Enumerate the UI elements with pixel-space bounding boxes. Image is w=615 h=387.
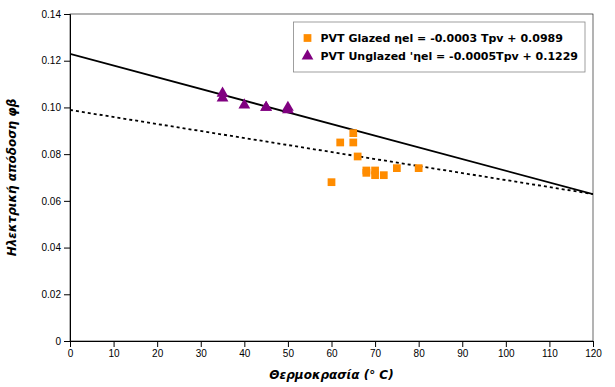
tick-label: 20	[152, 348, 164, 359]
chart: 0 10 20 30 40 50 60 70 80 90 100 110 120 0 0.02 0.04 0.0…	[0, 0, 615, 387]
tick-mark	[64, 248, 70, 249]
point	[260, 101, 272, 111]
tick: 110	[542, 341, 558, 359]
axis-line	[71, 342, 594, 348]
plot-frame	[70, 14, 593, 341]
tick-label: 70	[370, 348, 382, 359]
point	[415, 164, 423, 172]
legend-marker	[302, 49, 314, 59]
tick: 20	[152, 341, 164, 359]
point	[354, 153, 362, 161]
trend-line	[70, 110, 593, 194]
tick-label: 0	[55, 336, 61, 347]
legend-marker	[304, 34, 312, 42]
plot: 0 10 20 30 40 50 60 70 80 90 100 110 120 0 0.02 0.04 0.0…	[42, 9, 603, 359]
tick-mark	[64, 14, 70, 15]
marks	[70, 54, 593, 194]
point	[349, 139, 357, 147]
tick: 100	[498, 341, 515, 359]
tick-label: 100	[498, 348, 515, 359]
tick-label: 0.04	[42, 242, 62, 253]
tick-label: 30	[196, 348, 208, 359]
point	[371, 167, 379, 175]
tick-mark	[64, 294, 70, 295]
point	[393, 164, 401, 172]
tick-mark	[462, 341, 463, 347]
point	[349, 129, 357, 137]
trend-line	[70, 54, 593, 194]
tick: 0.10	[42, 102, 70, 113]
tick: 0.02	[42, 289, 70, 300]
tick-mark	[64, 107, 70, 108]
tick: 60	[326, 341, 338, 359]
point	[362, 169, 370, 177]
tick: 70	[370, 341, 382, 359]
tick-mark	[64, 201, 70, 202]
tick-label: 60	[326, 348, 338, 359]
axis-line	[64, 15, 71, 342]
tick: 0	[68, 341, 74, 359]
point	[336, 139, 344, 147]
tick: 80	[414, 341, 426, 359]
tick-label: 110	[542, 348, 558, 359]
tick: 0.12	[42, 55, 70, 66]
tick-mark	[375, 341, 376, 347]
tick-label: 0.10	[42, 102, 62, 113]
tick-label: 0	[68, 348, 74, 359]
tick: 0.04	[42, 242, 70, 253]
tick: 90	[457, 341, 469, 359]
tick-label: 80	[414, 348, 426, 359]
tick-mark	[549, 341, 550, 347]
tick-label: 0.02	[42, 289, 62, 300]
tick-mark	[157, 341, 158, 347]
point	[217, 91, 229, 101]
point	[380, 171, 388, 179]
tick: 0	[55, 336, 70, 347]
tick-label: 0.06	[42, 196, 62, 207]
legend-box	[294, 22, 586, 72]
tick-mark	[114, 341, 115, 347]
tick: 120	[585, 341, 602, 359]
tick-label: 120	[585, 348, 602, 359]
tick-mark	[64, 154, 70, 155]
tick-mark	[332, 341, 333, 347]
tick-mark	[64, 61, 70, 62]
tick: 0.14	[42, 9, 70, 20]
tick: 10	[109, 341, 121, 359]
tick: 50	[283, 341, 295, 359]
x-axis-title: Θερμοκρασία (° C)	[269, 368, 393, 382]
tick: 30	[196, 341, 208, 359]
tick-mark	[506, 341, 507, 347]
tick-label: 10	[109, 348, 121, 359]
tick-mark	[593, 341, 594, 347]
legend-label: PVT Glazed ηel = -0.0003 Tpv + 0.0989	[321, 32, 563, 45]
tick-label: 40	[239, 348, 251, 359]
tick-mark	[244, 341, 245, 347]
tick-mark	[419, 341, 420, 347]
legend-label: PVT Unglazed 'ηel = -0.0005Tpv + 0.1229	[321, 50, 579, 63]
tick: 0.06	[42, 196, 70, 207]
tick-label: 0.12	[42, 55, 62, 66]
tick: 40	[239, 341, 251, 359]
y-axis: 0 0.02 0.04 0.06 0.08 0.10 0.12 0.14	[42, 9, 71, 347]
tick-mark	[288, 341, 289, 347]
point	[260, 101, 272, 111]
tick-mark	[64, 341, 70, 342]
point	[238, 98, 250, 108]
tick: 0.08	[42, 149, 70, 160]
tick-label: 50	[283, 348, 295, 359]
tick-label: 0.14	[42, 9, 62, 20]
point	[328, 178, 336, 186]
point	[282, 103, 294, 113]
tick-mark	[201, 341, 202, 347]
y-axis-title: Ηλεκτρική απόδοση φβ	[5, 99, 19, 257]
x-axis: 0 10 20 30 40 50 60 70 80 90 100 110 120	[68, 341, 603, 359]
tick-label: 0.08	[42, 149, 62, 160]
tick-label: 90	[457, 348, 469, 359]
legend: PVT Glazed ηel = -0.0003 Tpv + 0.0989 PVT…	[294, 22, 586, 72]
